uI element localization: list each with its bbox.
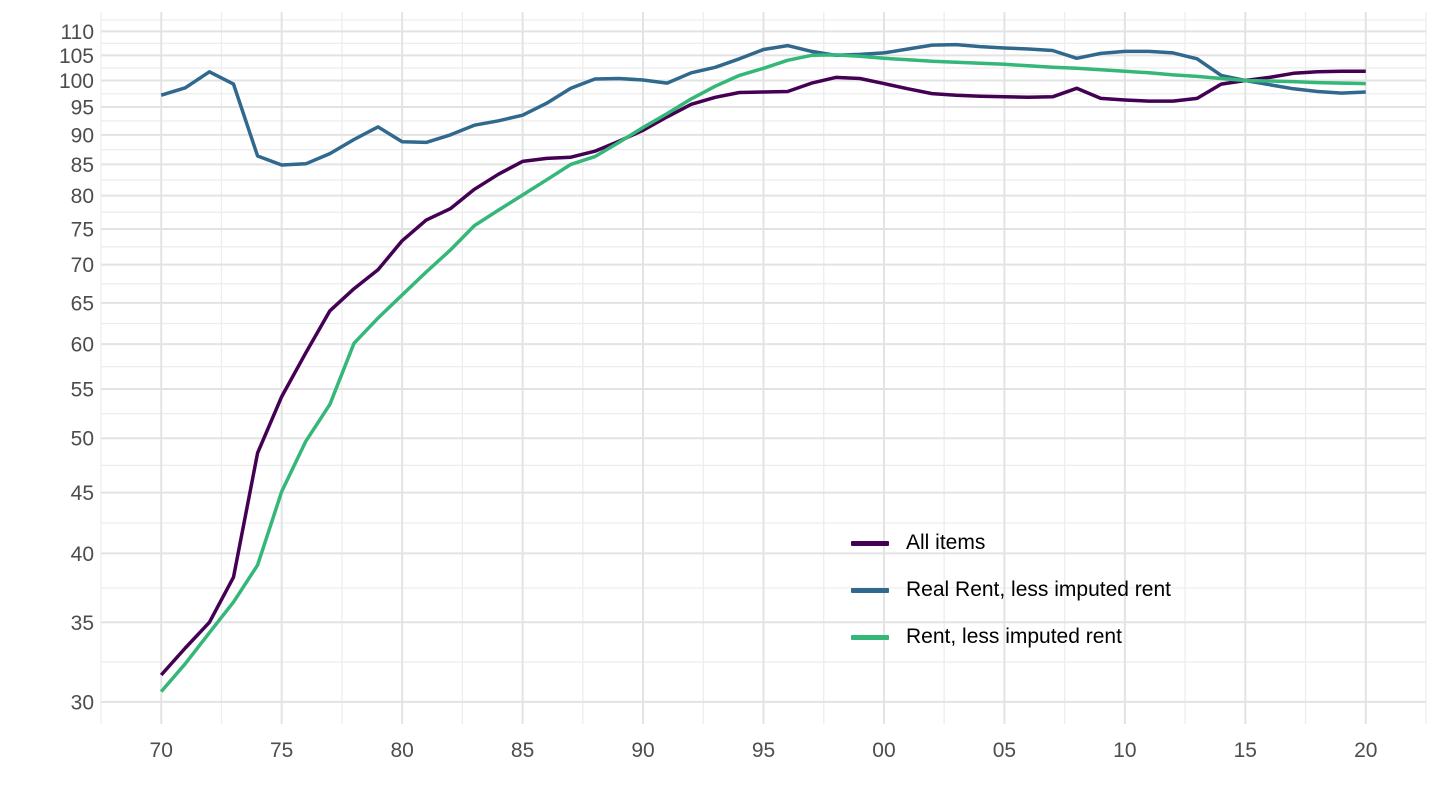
legend-swatch-real-rent bbox=[851, 587, 889, 593]
y-tick-label: 85 bbox=[71, 154, 94, 177]
legend-item-all-items: All items bbox=[851, 529, 1171, 557]
x-tick-label: 15 bbox=[1234, 739, 1257, 762]
legend-swatch-rent bbox=[851, 634, 889, 640]
y-tick-label: 110 bbox=[61, 21, 94, 44]
legend-label-real-rent: Real Rent, less imputed rent bbox=[906, 578, 1171, 601]
legend-swatch-all-items bbox=[851, 540, 889, 546]
x-tick-label: 20 bbox=[1354, 739, 1377, 762]
y-tick-label: 90 bbox=[71, 124, 94, 147]
y-tick-label: 100 bbox=[59, 70, 94, 93]
legend-item-real-rent: Real Rent, less imputed rent bbox=[851, 576, 1171, 604]
y-tick-label: 65 bbox=[71, 292, 94, 315]
y-tick-label: 30 bbox=[71, 691, 94, 714]
y-tick-label: 45 bbox=[71, 482, 94, 505]
y-tick-label: 70 bbox=[71, 254, 94, 277]
x-tick-label: 75 bbox=[270, 739, 293, 762]
x-tick-label: 05 bbox=[993, 739, 1016, 762]
grid-major bbox=[101, 12, 1426, 724]
y-tick-label: 55 bbox=[71, 379, 94, 402]
y-tick-label: 60 bbox=[71, 334, 94, 357]
y-tick-label: 75 bbox=[71, 218, 94, 241]
legend-item-rent: Rent, less imputed rent bbox=[851, 623, 1171, 651]
x-tick-label: 10 bbox=[1113, 739, 1136, 762]
legend: All items Real Rent, less imputed rent R… bbox=[851, 529, 1171, 670]
x-tick-label: 70 bbox=[150, 739, 173, 762]
y-tick-label: 95 bbox=[71, 96, 94, 119]
series-line-0 bbox=[159, 69, 1366, 677]
y-tick-label: 35 bbox=[71, 612, 94, 635]
y-tick-label: 80 bbox=[71, 185, 94, 208]
x-tick-label: 95 bbox=[752, 739, 775, 762]
series-line-2 bbox=[159, 53, 1366, 693]
legend-label-all-items: All items bbox=[906, 531, 986, 554]
x-tick-label: 90 bbox=[631, 739, 654, 762]
y-tick-label: 40 bbox=[71, 543, 94, 566]
x-tick-label: 00 bbox=[872, 739, 895, 762]
legend-label-rent: Rent, less imputed rent bbox=[906, 625, 1122, 648]
x-tick-label: 85 bbox=[511, 739, 534, 762]
x-tick-label: 80 bbox=[390, 739, 413, 762]
y-tick-label: 105 bbox=[59, 45, 94, 68]
series-lines bbox=[159, 42, 1366, 693]
series-line-1 bbox=[160, 42, 1366, 167]
y-tick-label: 50 bbox=[71, 428, 94, 451]
